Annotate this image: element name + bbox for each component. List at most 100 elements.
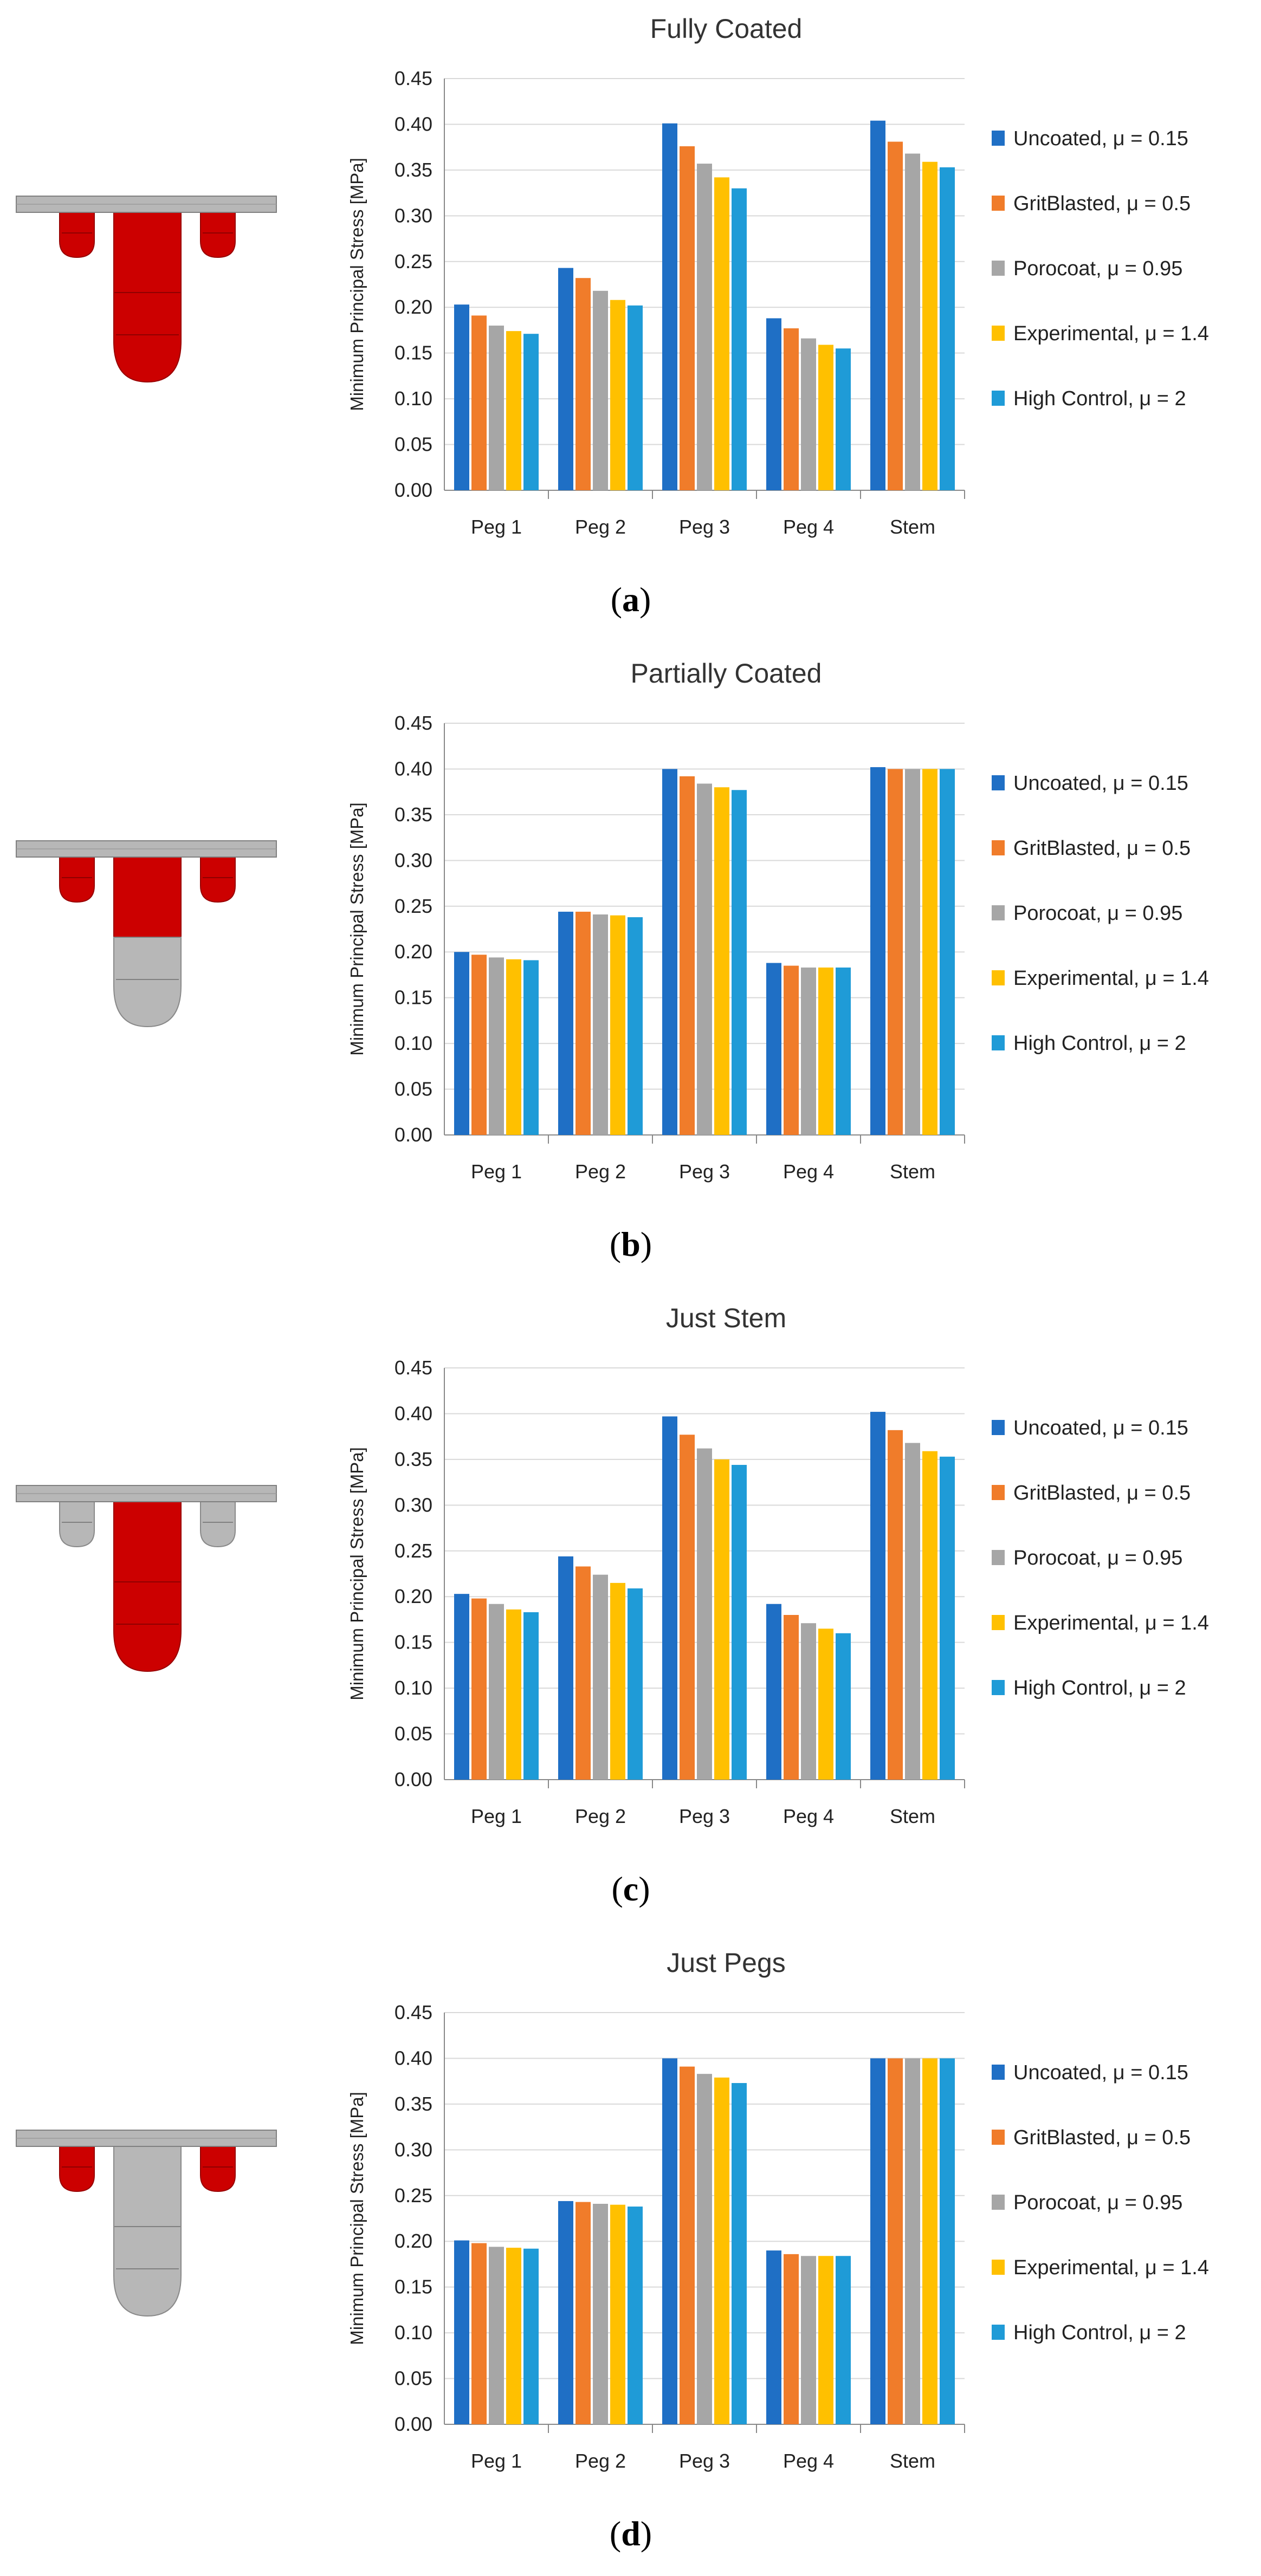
legend-swatch bbox=[992, 840, 1005, 855]
bar-peg-1-series-3 bbox=[489, 326, 504, 490]
legend-label: Uncoated, μ = 0.15 bbox=[1013, 2061, 1188, 2084]
implant-and-chart-a: Fully Coated 0.00 0.05 0.10 0.15 0.20 0.25 0.30… bbox=[16, 14, 1209, 538]
legend-label: Porocoat, μ = 0.95 bbox=[1013, 1547, 1182, 1569]
panel-d: Just Pegs 0.00 0.05 0.10 0.15 0.20 0.25 0.30 0.3… bbox=[0, 1934, 1261, 2576]
bar-peg-4-series-2 bbox=[784, 328, 799, 490]
legend-swatch bbox=[992, 2130, 1005, 2145]
bar-peg-1-series-5 bbox=[523, 2248, 539, 2424]
bar-peg-4-series-1 bbox=[766, 1604, 781, 1780]
bar-stem-series-2 bbox=[888, 1430, 903, 1780]
bar-peg-4-series-2 bbox=[784, 1615, 799, 1780]
y-tick-label: 0.10 bbox=[395, 1032, 432, 1054]
y-tick-label: 0.45 bbox=[395, 712, 432, 734]
bar-peg-2-series-4 bbox=[610, 915, 625, 1135]
bar-peg-2-series-5 bbox=[628, 917, 643, 1135]
y-tick-label: 0.25 bbox=[395, 895, 432, 917]
legend-label: Uncoated, μ = 0.15 bbox=[1013, 772, 1188, 795]
panel-label: (c) bbox=[611, 1870, 650, 1908]
bar-peg-1-series-3 bbox=[489, 957, 504, 1135]
bar-peg-4-series-5 bbox=[836, 967, 851, 1135]
bar-peg-2-series-3 bbox=[593, 1574, 608, 1780]
legend-swatch bbox=[992, 1680, 1005, 1695]
bar-peg-4-series-5 bbox=[836, 1633, 851, 1780]
bar-peg-3-series-3 bbox=[697, 783, 712, 1135]
x-category-label: Peg 1 bbox=[471, 516, 522, 538]
x-category-label: Peg 4 bbox=[783, 1160, 834, 1183]
y-tick-label: 0.00 bbox=[395, 479, 432, 501]
legend-swatch bbox=[992, 261, 1005, 276]
stem-lower bbox=[113, 1581, 182, 1672]
chart-title: Partially Coated bbox=[631, 658, 822, 689]
bar-stem-series-1 bbox=[870, 120, 885, 490]
bar-peg-2-series-4 bbox=[610, 2204, 625, 2424]
bar-stem-series-2 bbox=[888, 2058, 903, 2424]
y-tick-label: 0.05 bbox=[395, 2367, 432, 2390]
panel-label: (b) bbox=[609, 1225, 652, 1263]
bar-peg-1-series-2 bbox=[471, 2243, 487, 2424]
y-tick-label: 0.30 bbox=[395, 2138, 432, 2160]
chart-title: Just Stem bbox=[666, 1303, 786, 1333]
bar-peg-3-series-4 bbox=[714, 2077, 729, 2424]
bar-stem-series-5 bbox=[940, 1456, 955, 1780]
bar-peg-3-series-5 bbox=[732, 2083, 747, 2424]
y-axis-label: Minimum Principal Stress [MPa] bbox=[347, 158, 367, 411]
y-tick-label: 0.05 bbox=[395, 1723, 432, 1745]
bar-peg-1-series-4 bbox=[506, 1609, 521, 1780]
bar-peg-4-series-4 bbox=[818, 967, 833, 1135]
bar-stem-series-3 bbox=[905, 769, 920, 1135]
bar-peg-1-series-4 bbox=[506, 959, 521, 1135]
y-tick-label: 0.10 bbox=[395, 387, 432, 410]
x-category-label: Peg 3 bbox=[679, 516, 730, 538]
x-category-label: Stem bbox=[890, 1805, 935, 1827]
bar-peg-2-series-1 bbox=[558, 2201, 573, 2424]
legend-label: Uncoated, μ = 0.15 bbox=[1013, 1417, 1188, 1439]
panel-label: (a) bbox=[610, 580, 651, 619]
bar-peg-1-series-1 bbox=[454, 2240, 469, 2424]
x-category-label: Peg 2 bbox=[575, 1160, 626, 1183]
peg-1 bbox=[59, 855, 95, 903]
legend-label: High Control, μ = 2 bbox=[1013, 2321, 1186, 2344]
bar-stem-series-3 bbox=[905, 1443, 920, 1780]
legend-swatch bbox=[992, 196, 1005, 211]
bar-peg-3-series-2 bbox=[680, 2066, 695, 2424]
x-category-label: Peg 1 bbox=[471, 2450, 522, 2472]
stem-lower bbox=[113, 937, 182, 1028]
legend-label: Porocoat, μ = 0.95 bbox=[1013, 2191, 1182, 2214]
legend-label: GritBlasted, μ = 0.5 bbox=[1013, 1482, 1191, 1504]
peg-1 bbox=[59, 1500, 95, 1548]
y-tick-label: 0.05 bbox=[395, 1078, 432, 1100]
y-tick-label: 0.20 bbox=[395, 940, 432, 963]
bar-peg-2-series-1 bbox=[558, 1556, 573, 1780]
y-tick-label: 0.25 bbox=[395, 250, 432, 272]
bar-stem-series-1 bbox=[870, 1412, 885, 1780]
bar-peg-1-series-5 bbox=[523, 960, 539, 1135]
bar-stem-series-1 bbox=[870, 767, 885, 1135]
x-category-label: Peg 1 bbox=[471, 1160, 522, 1183]
bar-peg-4-series-3 bbox=[801, 2256, 816, 2424]
bar-peg-1-series-1 bbox=[454, 304, 469, 490]
peg-1 bbox=[59, 211, 95, 258]
legend-label: Porocoat, μ = 0.95 bbox=[1013, 902, 1182, 925]
panel-label: (d) bbox=[609, 2514, 652, 2553]
y-tick-label: 0.30 bbox=[395, 1494, 432, 1516]
bar-peg-1-series-3 bbox=[489, 1604, 504, 1780]
legend-label: Experimental, μ = 1.4 bbox=[1013, 322, 1209, 345]
bar-peg-2-series-2 bbox=[575, 1566, 591, 1780]
stem-lower bbox=[113, 2226, 182, 2317]
peg-2 bbox=[200, 1500, 236, 1548]
legend-swatch bbox=[992, 2195, 1005, 2210]
bar-stem-series-2 bbox=[888, 141, 903, 490]
legend-swatch bbox=[992, 2325, 1005, 2340]
implant-figure bbox=[16, 2130, 277, 2317]
bar-stem-series-5 bbox=[940, 769, 955, 1135]
bar-peg-3-series-5 bbox=[732, 188, 747, 491]
bar-peg-4-series-4 bbox=[818, 1628, 833, 1780]
chart-title: Just Pegs bbox=[667, 1948, 786, 1978]
x-category-label: Peg 3 bbox=[679, 2450, 730, 2472]
bar-peg-4-series-2 bbox=[784, 2254, 799, 2424]
legend-swatch bbox=[992, 970, 1005, 985]
bar-peg-4-series-4 bbox=[818, 345, 833, 490]
bar-peg-2-series-3 bbox=[593, 290, 608, 490]
implant-and-chart-b: Partially Coated 0.00 0.05 0.10 0.15 0.20 0.25… bbox=[16, 658, 1209, 1183]
legend-label: GritBlasted, μ = 0.5 bbox=[1013, 2126, 1191, 2149]
